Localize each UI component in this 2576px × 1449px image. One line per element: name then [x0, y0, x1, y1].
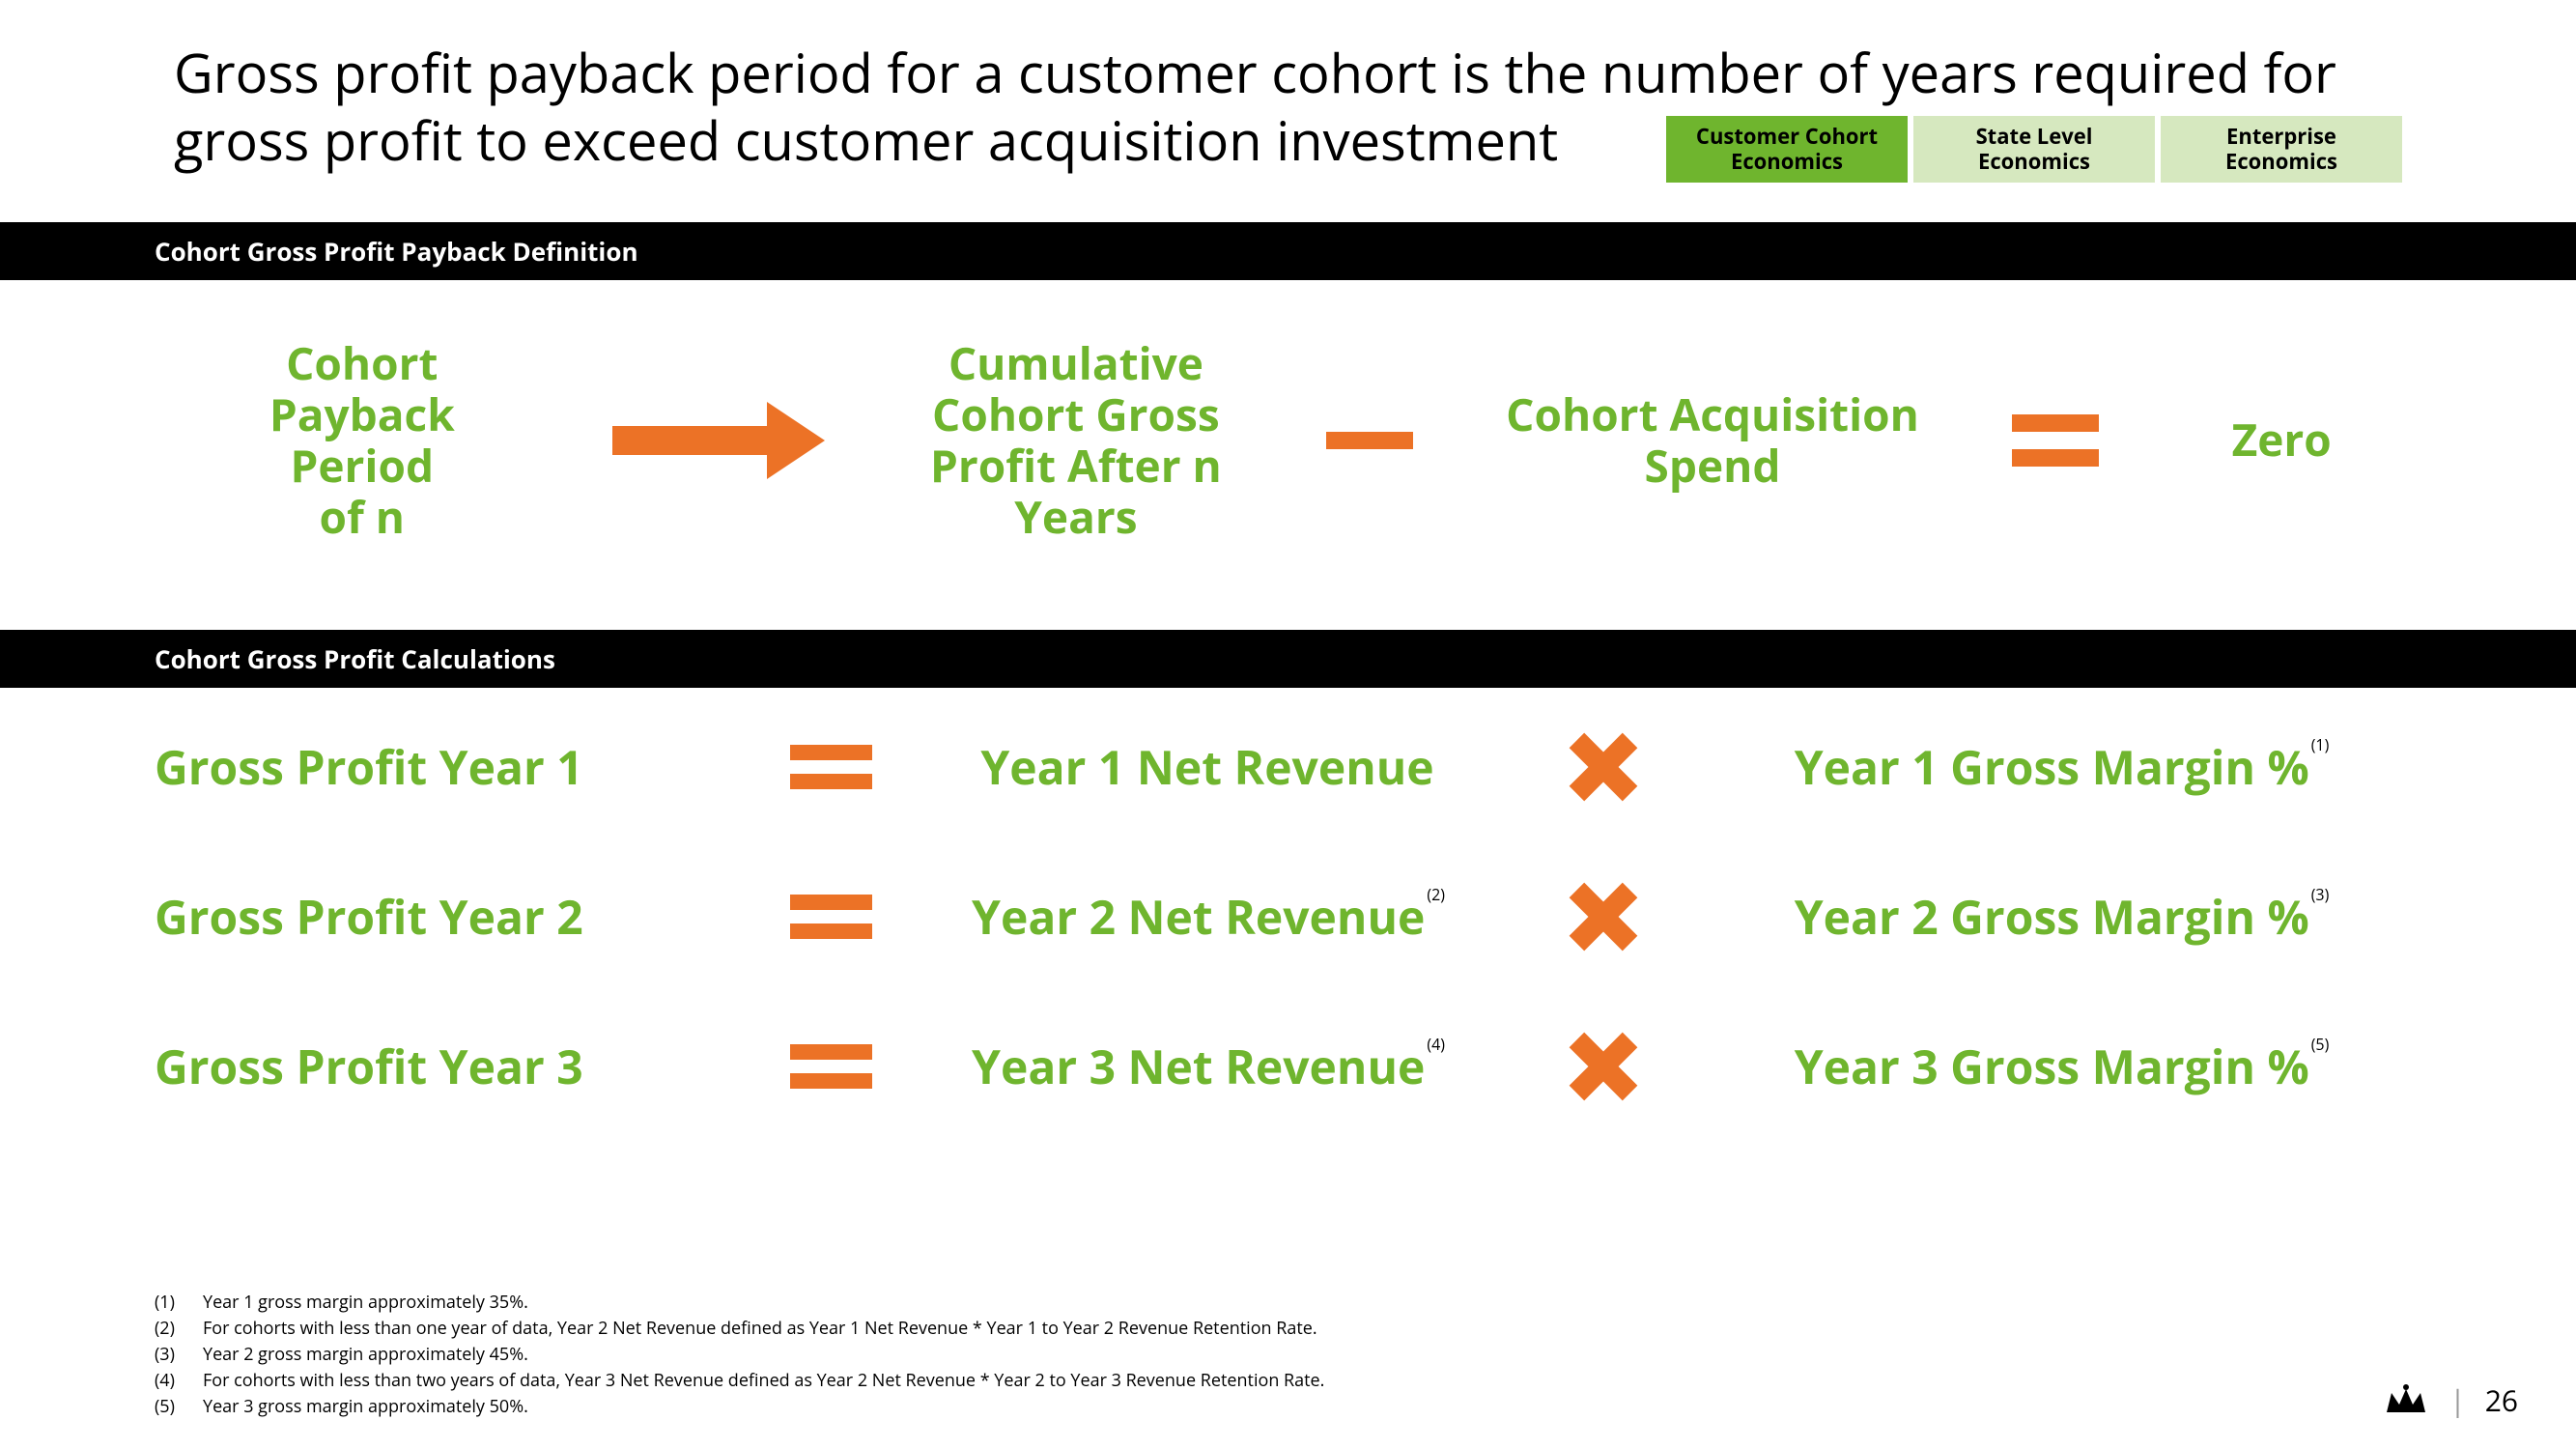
multiply-icon	[1574, 888, 1632, 946]
multiply-icon	[1574, 738, 1632, 796]
tab-bar: Customer Cohort Economics State Level Ec…	[1666, 116, 2402, 183]
page-footer: | 26	[2382, 1380, 2518, 1420]
calc-row-2: Gross Profit Year 2 Year 2 Net Revenue(2…	[155, 886, 2421, 949]
calc-mid-1: Year 1 Net Revenue	[908, 736, 1507, 799]
calc-mid-2: Year 2 Net Revenue(2)	[908, 886, 1507, 949]
calc-right-1: Year 1 Gross Margin %(1)	[1700, 736, 2421, 799]
footnote-4: (4)For cohorts with less than two years …	[155, 1368, 1324, 1394]
tab-state-level[interactable]: State Level Economics	[1913, 116, 2155, 183]
calc-row-3: Gross Profit Year 3 Year 3 Net Revenue(4…	[155, 1036, 2421, 1098]
calc-right-2: Year 2 Gross Margin %(3)	[1700, 886, 2421, 949]
def-term-zero: Zero	[2185, 414, 2378, 466]
calc-left-3: Gross Profit Year 3	[155, 1036, 753, 1098]
equals-icon	[790, 895, 872, 939]
def-term-payback: Cohort Payback Period of n	[198, 338, 526, 543]
multiply-icon	[1574, 1037, 1632, 1095]
minus-icon	[1326, 432, 1413, 449]
calc-right-3: Year 3 Gross Margin %(5)	[1700, 1036, 2421, 1098]
def-term-cumulative: Cumulative Cohort Gross Profit After n Y…	[912, 338, 1240, 543]
arrow-icon	[612, 402, 825, 479]
page-number: 26	[2485, 1380, 2518, 1420]
calc-left-1: Gross Profit Year 1	[155, 736, 753, 799]
equals-icon	[2012, 414, 2099, 467]
section-header-definition: Cohort Gross Profit Payback Definition	[0, 222, 2576, 280]
calc-left-2: Gross Profit Year 2	[155, 886, 753, 949]
tab-customer-cohort[interactable]: Customer Cohort Economics	[1666, 116, 1908, 183]
def-term-acquisition: Cohort Acquisition Spend	[1500, 389, 1925, 492]
crown-logo-icon	[2382, 1381, 2430, 1420]
calc-row-1: Gross Profit Year 1 Year 1 Net Revenue Y…	[155, 736, 2421, 799]
section-header-calculations: Cohort Gross Profit Calculations	[0, 630, 2576, 688]
footnotes: (1)Year 1 gross margin approximately 35%…	[155, 1290, 1324, 1420]
equals-icon	[790, 1044, 872, 1089]
tab-enterprise[interactable]: Enterprise Economics	[2161, 116, 2402, 183]
calculations-block: Gross Profit Year 1 Year 1 Net Revenue Y…	[0, 688, 2576, 1205]
footnote-1: (1)Year 1 gross margin approximately 35%…	[155, 1290, 1324, 1316]
footnote-2: (2)For cohorts with less than one year o…	[155, 1316, 1324, 1342]
footnote-3: (3)Year 2 gross margin approximately 45%…	[155, 1342, 1324, 1368]
footnote-5: (5)Year 3 gross margin approximately 50%…	[155, 1394, 1324, 1420]
calc-mid-3: Year 3 Net Revenue(4)	[908, 1036, 1507, 1098]
equals-icon	[790, 745, 872, 789]
definition-row: Cohort Payback Period of n Cumulative Co…	[0, 280, 2576, 601]
